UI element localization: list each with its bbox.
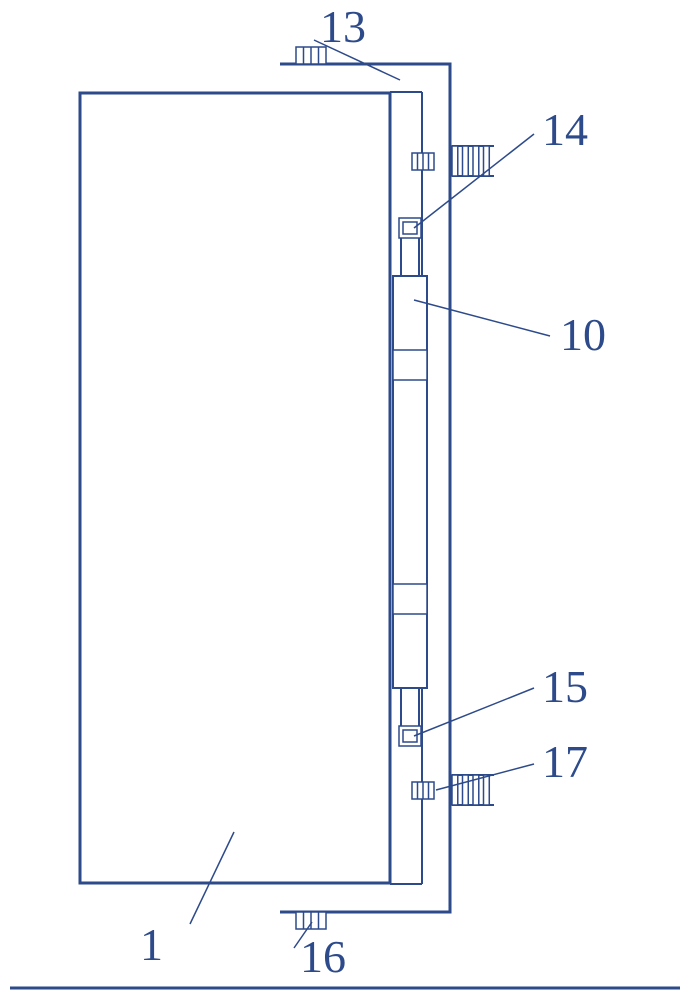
bottom-bolt xyxy=(412,782,434,799)
diagram-root: 1 10 13 14 15 16 17 xyxy=(10,1,680,988)
screw-top xyxy=(452,146,494,176)
label-13: 13 xyxy=(320,1,366,52)
top-bolt xyxy=(412,153,434,170)
label-1: 1 xyxy=(140,919,163,970)
label-17: 17 xyxy=(542,736,588,787)
main-body xyxy=(80,93,390,883)
rod-assembly xyxy=(393,218,427,746)
label-10: 10 xyxy=(560,309,606,360)
label-16: 16 xyxy=(300,931,346,982)
label-14: 14 xyxy=(542,104,588,155)
bottom-cap xyxy=(296,912,326,929)
label-15: 15 xyxy=(542,661,588,712)
